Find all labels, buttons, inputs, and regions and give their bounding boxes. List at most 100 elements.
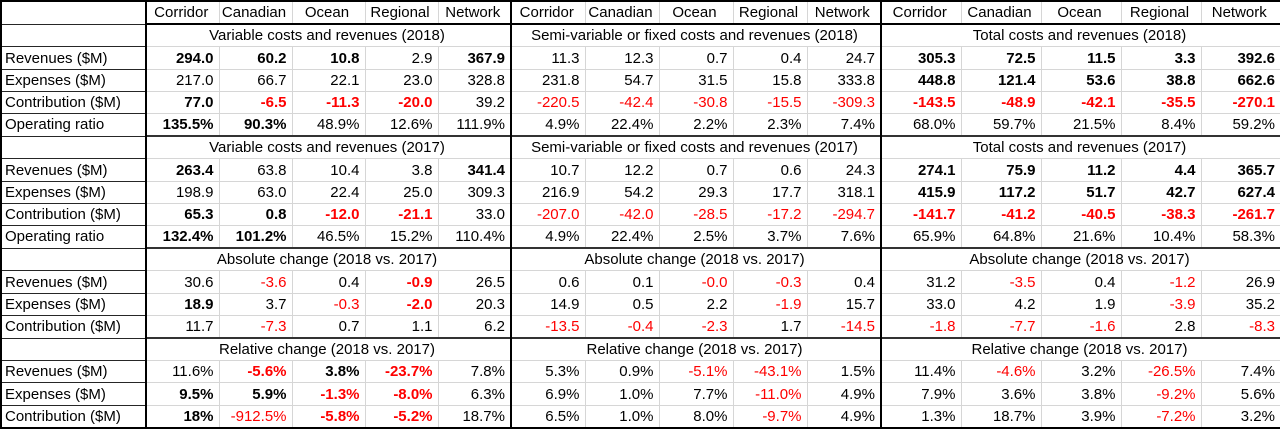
data-cell[interactable]: 31.2: [880, 270, 962, 294]
data-cell[interactable]: -5.8%: [291, 404, 366, 429]
data-cell[interactable]: 0.7: [658, 46, 734, 70]
data-cell[interactable]: 4.9%: [806, 382, 882, 406]
data-cell[interactable]: 10.7: [510, 158, 586, 182]
data-cell[interactable]: 15.2%: [364, 225, 439, 249]
data-cell[interactable]: 54.2: [584, 180, 660, 204]
data-cell[interactable]: -3.9: [1120, 292, 1202, 316]
data-cell[interactable]: 63.0: [218, 180, 293, 204]
column-header-canadian[interactable]: Canadian: [218, 1, 293, 26]
column-header-corridor[interactable]: Corridor: [510, 1, 586, 26]
data-cell[interactable]: -1.8: [880, 314, 962, 339]
data-cell[interactable]: -8.0%: [364, 382, 439, 406]
data-cell[interactable]: -11.3: [291, 90, 366, 115]
column-header-regional[interactable]: Regional: [732, 1, 808, 26]
data-cell[interactable]: 58.3%: [1200, 225, 1280, 249]
data-cell[interactable]: 117.2: [960, 180, 1042, 204]
data-cell[interactable]: 3.8: [364, 158, 439, 182]
data-cell[interactable]: -40.5: [1040, 202, 1122, 227]
data-cell[interactable]: 33.0: [880, 292, 962, 316]
data-cell[interactable]: -12.0: [291, 202, 366, 227]
data-cell[interactable]: 3.8%: [1040, 382, 1122, 406]
data-cell[interactable]: 2.5%: [658, 225, 734, 249]
data-cell[interactable]: 11.3: [510, 46, 586, 70]
row-label[interactable]: Expenses ($M): [0, 382, 147, 406]
data-cell[interactable]: -0.9: [364, 270, 439, 294]
row-label[interactable]: Expenses ($M): [0, 292, 147, 316]
data-cell[interactable]: -20.0: [364, 90, 439, 115]
data-cell[interactable]: 25.0: [364, 180, 439, 204]
data-cell[interactable]: 3.2%: [1040, 360, 1122, 384]
data-cell[interactable]: 305.3: [880, 46, 962, 70]
data-cell[interactable]: 59.7%: [960, 113, 1042, 137]
data-cell[interactable]: 46.5%: [291, 225, 366, 249]
data-cell[interactable]: 0.4: [732, 46, 808, 70]
data-cell[interactable]: 6.9%: [510, 382, 586, 406]
data-cell[interactable]: 1.1: [364, 314, 439, 339]
data-cell[interactable]: 54.7: [584, 68, 660, 92]
column-header-ocean[interactable]: Ocean: [291, 1, 366, 26]
data-cell[interactable]: 2.2: [658, 292, 734, 316]
data-cell[interactable]: 333.8: [806, 68, 882, 92]
data-cell[interactable]: -35.5: [1120, 90, 1202, 115]
data-cell[interactable]: 14.9: [510, 292, 586, 316]
data-cell[interactable]: 7.4%: [1200, 360, 1280, 384]
data-cell[interactable]: -1.3%: [291, 382, 366, 406]
data-cell[interactable]: 8.4%: [1120, 113, 1202, 137]
row-label[interactable]: Operating ratio: [0, 113, 147, 137]
data-cell[interactable]: -4.6%: [960, 360, 1042, 384]
data-cell[interactable]: 0.4: [291, 270, 366, 294]
data-cell[interactable]: 0.1: [584, 270, 660, 294]
section-title[interactable]: Semi-variable or fixed costs and revenue…: [510, 23, 881, 48]
corner-cell[interactable]: [0, 0, 147, 25]
data-cell[interactable]: -7.3: [218, 314, 293, 339]
column-header-ocean[interactable]: Ocean: [1040, 1, 1122, 26]
section-title[interactable]: Absolute change (2018 vs. 2017): [510, 247, 881, 272]
data-cell[interactable]: -26.5%: [1120, 360, 1202, 384]
data-cell[interactable]: -28.5: [658, 202, 734, 227]
data-cell[interactable]: 42.7: [1120, 180, 1202, 204]
data-cell[interactable]: 101.2%: [218, 225, 293, 249]
data-cell[interactable]: 0.6: [510, 270, 586, 294]
data-cell[interactable]: 22.1: [291, 68, 366, 92]
data-cell[interactable]: 12.3: [584, 46, 660, 70]
data-cell[interactable]: 11.5: [1040, 46, 1122, 70]
data-cell[interactable]: -9.2%: [1120, 382, 1202, 406]
data-cell[interactable]: -0.3: [291, 292, 366, 316]
data-cell[interactable]: 1.0%: [584, 404, 660, 429]
data-cell[interactable]: 294.0: [145, 46, 220, 70]
data-cell[interactable]: 341.4: [437, 158, 512, 182]
column-header-canadian[interactable]: Canadian: [584, 1, 660, 26]
data-cell[interactable]: -294.7: [806, 202, 882, 227]
data-cell[interactable]: 10.4%: [1120, 225, 1202, 249]
data-cell[interactable]: 15.7: [806, 292, 882, 316]
data-cell[interactable]: 75.9: [960, 158, 1042, 182]
data-cell[interactable]: 0.7: [658, 158, 734, 182]
section-title[interactable]: Total costs and revenues (2018): [880, 23, 1280, 48]
data-cell[interactable]: -48.9: [960, 90, 1042, 115]
data-cell[interactable]: 11.6%: [145, 360, 220, 384]
column-header-ocean[interactable]: Ocean: [658, 1, 734, 26]
data-cell[interactable]: -0.0: [658, 270, 734, 294]
data-cell[interactable]: -3.6: [218, 270, 293, 294]
column-header-regional[interactable]: Regional: [1120, 1, 1202, 26]
data-cell[interactable]: 8.0%: [658, 404, 734, 429]
data-cell[interactable]: 90.3%: [218, 113, 293, 137]
data-cell[interactable]: 367.9: [437, 46, 512, 70]
data-cell[interactable]: 2.2%: [658, 113, 734, 137]
data-cell[interactable]: 65.9%: [880, 225, 962, 249]
data-cell[interactable]: 328.8: [437, 68, 512, 92]
data-cell[interactable]: -21.1: [364, 202, 439, 227]
row-label[interactable]: Expenses ($M): [0, 68, 147, 92]
data-cell[interactable]: 9.5%: [145, 382, 220, 406]
section-title[interactable]: Variable costs and revenues (2018): [145, 23, 511, 48]
data-cell[interactable]: -41.2: [960, 202, 1042, 227]
section-title[interactable]: Relative change (2018 vs. 2017): [145, 337, 511, 362]
data-cell[interactable]: 35.2: [1200, 292, 1280, 316]
data-cell[interactable]: 29.3: [658, 180, 734, 204]
data-cell[interactable]: 3.3: [1120, 46, 1202, 70]
data-cell[interactable]: -3.5: [960, 270, 1042, 294]
data-cell[interactable]: -1.6: [1040, 314, 1122, 339]
data-cell[interactable]: 66.7: [218, 68, 293, 92]
data-cell[interactable]: 0.4: [806, 270, 882, 294]
data-cell[interactable]: 30.6: [145, 270, 220, 294]
